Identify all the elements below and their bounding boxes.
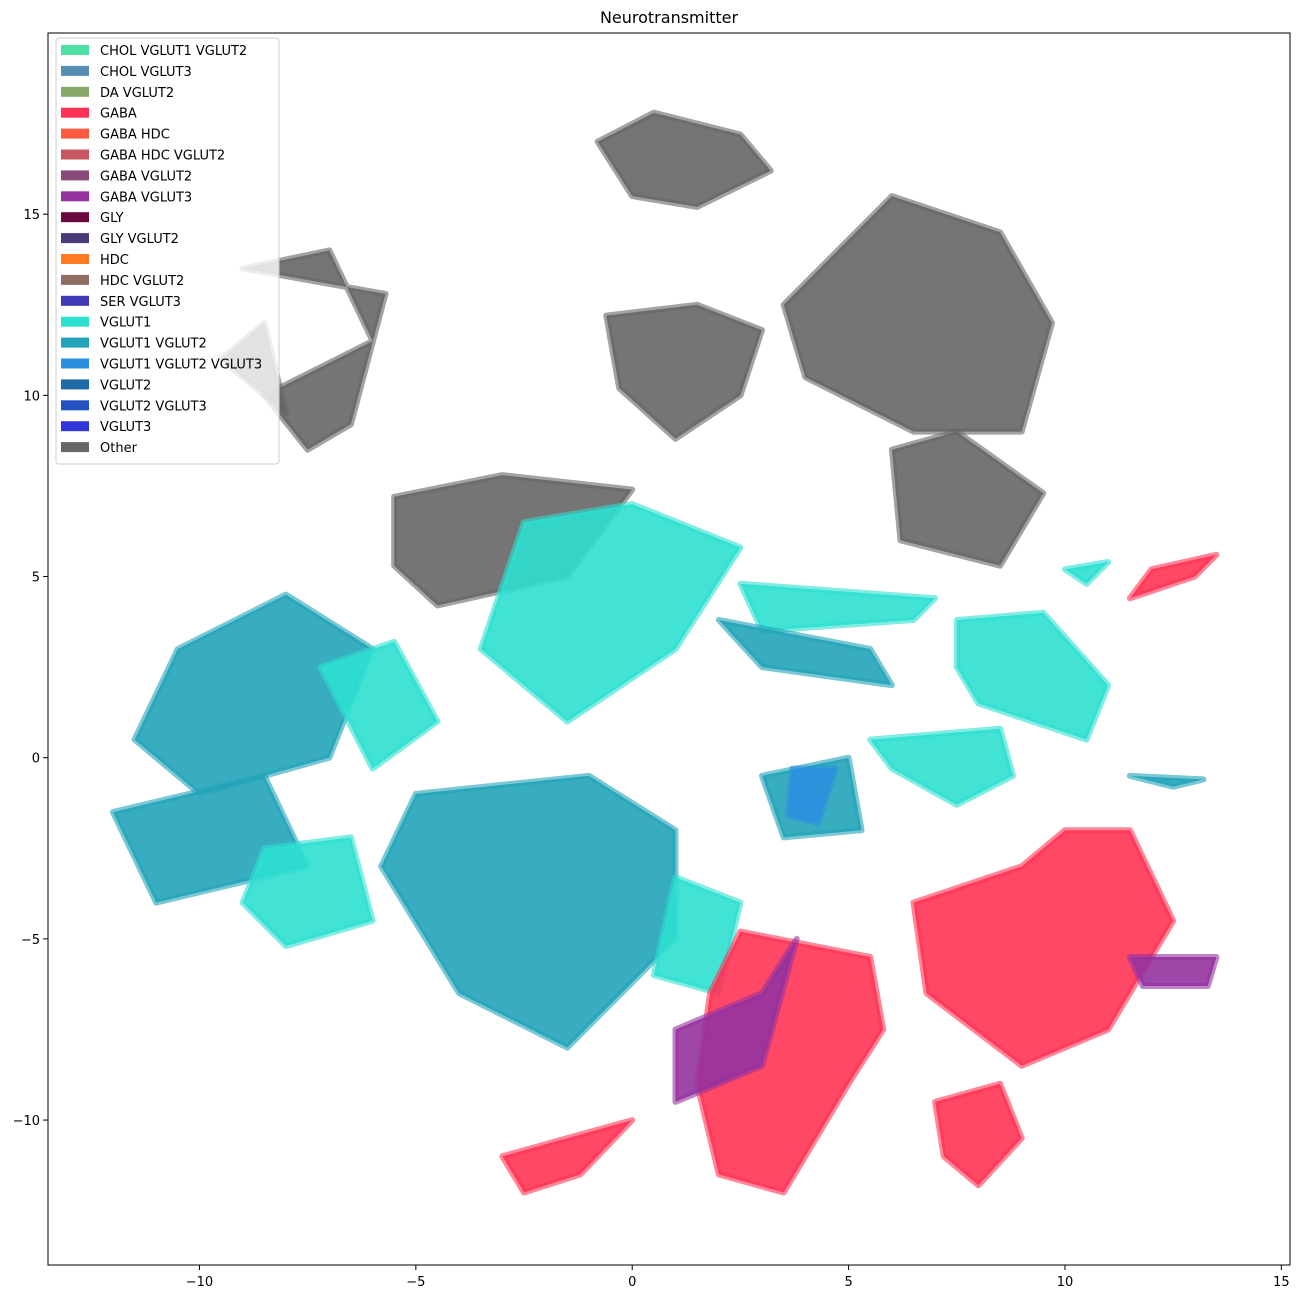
chart-title: Neurotransmitter — [600, 8, 739, 27]
legend: CHOL VGLUT1 VGLUT2 CHOL VGLUT3 DA VGLUT2 GA… — [55, 37, 280, 465]
legend-label: VGLUT3 — [100, 420, 151, 435]
y-tick-label: 15 — [23, 208, 40, 223]
legend-label: HDC — [100, 253, 129, 268]
legend-swatch — [61, 274, 89, 285]
legend-swatch — [61, 149, 89, 160]
cluster-gaba — [499, 1117, 636, 1196]
legend-swatch — [61, 379, 89, 390]
y-tick-label: 10 — [23, 389, 40, 404]
legend-label: GABA HDC VGLUT2 — [100, 149, 225, 164]
y-tick-label: 5 — [32, 571, 40, 586]
legend-label: VGLUT2 VGLUT3 — [100, 399, 207, 414]
legend-swatch — [61, 316, 89, 327]
cluster-gaba-vglut3 — [672, 935, 800, 1105]
x-tick-label: 5 — [844, 1275, 852, 1290]
cluster-vglut1 — [477, 501, 744, 725]
legend-swatch — [61, 421, 89, 432]
y-tick-label: −10 — [13, 1114, 40, 1129]
cluster-vglut1-vglut2 — [715, 617, 895, 689]
legend-label: Other — [100, 441, 138, 456]
plot-frame — [47, 32, 1291, 1266]
cluster-vglut1-vglut2 — [378, 772, 679, 1051]
cluster-gaba — [910, 827, 1177, 1069]
legend-swatch — [61, 107, 89, 118]
cluster-vglut1 — [867, 725, 1016, 808]
legend-swatch — [61, 128, 89, 139]
cluster-gaba-vglut3 — [1126, 954, 1220, 989]
legend-label: GLY VGLUT2 — [100, 232, 179, 247]
cluster-other — [594, 109, 774, 210]
x-tick-label: 10 — [1057, 1275, 1074, 1290]
cluster-vglut1 — [317, 638, 441, 772]
cluster-vglut1-vglut2 — [131, 591, 376, 797]
legend-swatch — [61, 212, 89, 223]
legend-swatch — [61, 295, 89, 306]
legend-swatch — [61, 254, 89, 264]
legend-swatch — [61, 400, 89, 411]
legend-swatch — [61, 170, 89, 181]
cluster-vglut1 — [737, 580, 939, 634]
legend-swatch — [61, 45, 89, 55]
legend-label: CHOL VGLUT1 VGLUT2 — [100, 44, 247, 59]
cluster-vglut1-vglut2-vglut3 — [785, 765, 839, 826]
legend-swatch — [61, 191, 89, 202]
legend-label: GABA — [100, 107, 137, 122]
cluster-vglut1 — [239, 834, 376, 950]
y-tick-label: 0 — [32, 752, 40, 767]
legend-label: VGLUT1 — [100, 316, 151, 331]
legend-swatch — [61, 358, 89, 369]
legend-label: GLY — [100, 211, 124, 226]
cluster-other — [888, 428, 1047, 569]
x-tick-label: −5 — [406, 1275, 425, 1290]
cluster-gaba — [1126, 551, 1220, 602]
x-tick-label: −10 — [186, 1275, 213, 1290]
legend-label: GABA HDC — [100, 128, 170, 143]
legend-swatch — [61, 233, 89, 244]
legend-swatch — [61, 65, 89, 76]
x-tick-label: 0 — [628, 1275, 636, 1290]
legend-label: GABA VGLUT2 — [100, 169, 192, 184]
legend-label: CHOL VGLUT3 — [100, 65, 192, 80]
legend-swatch — [61, 337, 89, 348]
legend-box — [55, 37, 280, 465]
legend-label: SER VGLUT3 — [100, 295, 181, 310]
cluster-gaba — [932, 1080, 1025, 1189]
legend-label: GABA VGLUT3 — [100, 190, 192, 205]
legend-label: VGLUT1 VGLUT2 — [100, 337, 207, 352]
cluster-vglut1 — [1062, 559, 1112, 587]
legend-swatch — [61, 442, 89, 453]
cluster-vglut1-vglut2 — [1126, 772, 1207, 790]
legend-swatch — [61, 86, 89, 97]
legend-label: DA VGLUT2 — [100, 86, 174, 101]
scatter-points-layer — [109, 109, 1220, 1196]
x-axis: −10 −5 0 5 10 15 — [186, 1265, 1290, 1290]
x-tick-label: 15 — [1273, 1275, 1290, 1290]
legend-label: VGLUT2 — [100, 378, 151, 393]
cluster-other — [603, 301, 765, 442]
cluster-other — [780, 193, 1055, 435]
legend-label: HDC VGLUT2 — [100, 274, 184, 289]
legend-label: VGLUT1 VGLUT2 VGLUT3 — [100, 358, 262, 373]
y-tick-label: −5 — [21, 933, 40, 948]
y-axis: −10 −5 0 5 10 15 — [13, 208, 48, 1129]
cluster-vglut1 — [953, 609, 1112, 743]
